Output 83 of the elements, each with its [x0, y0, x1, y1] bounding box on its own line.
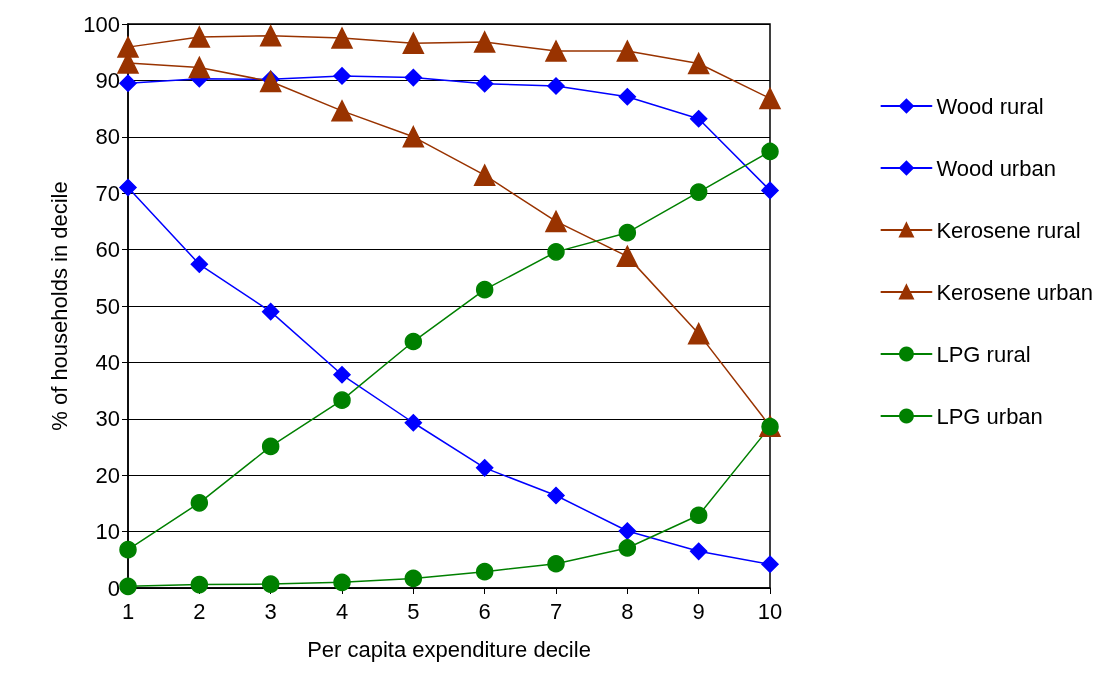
point [761, 181, 779, 200]
x-tick-label: 1 [121, 598, 135, 624]
legend-label: LPG rural [936, 341, 1031, 367]
point [331, 27, 353, 49]
point [689, 110, 708, 128]
y-tick-label: 20 [95, 462, 120, 488]
point [475, 459, 494, 477]
point [331, 100, 353, 122]
point [404, 332, 423, 351]
point [261, 437, 280, 456]
x-tick-label: 2 [193, 598, 206, 624]
point [618, 88, 637, 106]
point [190, 575, 209, 594]
point [545, 40, 567, 62]
x-tick-label: 3 [264, 598, 277, 624]
point [687, 52, 710, 75]
point [261, 575, 280, 593]
point [333, 573, 351, 592]
x-tick-label: 4 [335, 598, 349, 624]
point [761, 142, 779, 161]
point [117, 36, 139, 58]
point [119, 577, 137, 596]
y-tick-label: 0 [107, 575, 120, 601]
point [545, 210, 567, 233]
point [547, 243, 565, 261]
point [618, 539, 637, 557]
point [473, 164, 496, 186]
point [475, 280, 494, 299]
legend-label: Kerosene urban [936, 279, 1094, 305]
point [402, 32, 425, 54]
point [547, 77, 565, 95]
y-tick-label: 50 [95, 293, 120, 319]
point [333, 366, 351, 384]
x-tick-label: 8 [621, 598, 634, 624]
y-tick-label: 30 [95, 406, 120, 432]
point [618, 522, 637, 540]
x-tick-label: 9 [692, 598, 705, 624]
legend-label: LPG urban [936, 403, 1043, 429]
point [687, 322, 710, 345]
point [259, 25, 282, 47]
point [119, 178, 137, 197]
y-tick-label: 80 [95, 124, 120, 150]
x-tick-label: 6 [478, 598, 491, 624]
x-axis-title: Per capita expenditure decile [307, 636, 591, 662]
point [190, 494, 209, 512]
point [761, 555, 779, 574]
y-axis-title: % of households in decile [46, 181, 72, 431]
point [618, 223, 637, 242]
point [473, 31, 496, 53]
point [475, 562, 494, 581]
point [188, 56, 211, 79]
x-tick-label: 10 [757, 598, 783, 624]
point [689, 542, 708, 561]
point [616, 245, 639, 268]
point [188, 26, 211, 48]
point [119, 540, 137, 559]
point [404, 68, 423, 87]
legend-label: Wood rural [936, 93, 1044, 119]
point [261, 302, 280, 321]
point [689, 183, 708, 201]
y-tick-label: 40 [95, 349, 120, 375]
point [475, 75, 494, 93]
y-tick-label: 10 [95, 519, 120, 545]
legend-label: Kerosene rural [936, 217, 1081, 243]
x-tick-label: 7 [549, 598, 563, 624]
point [404, 414, 423, 432]
y-tick-label: 100 [83, 11, 120, 37]
y-tick-label: 90 [95, 67, 120, 93]
point [689, 506, 708, 524]
point [759, 87, 781, 110]
x-tick-label: 5 [407, 598, 420, 624]
point [547, 486, 565, 505]
point [547, 555, 565, 573]
y-tick-label: 60 [95, 237, 120, 263]
point [190, 255, 209, 274]
point [616, 40, 639, 62]
y-tick-label: 70 [95, 180, 120, 206]
legend-label: Wood urban [936, 155, 1056, 181]
point [333, 391, 351, 409]
point [333, 67, 351, 85]
point [404, 569, 423, 588]
point [119, 74, 137, 92]
point [402, 126, 425, 148]
